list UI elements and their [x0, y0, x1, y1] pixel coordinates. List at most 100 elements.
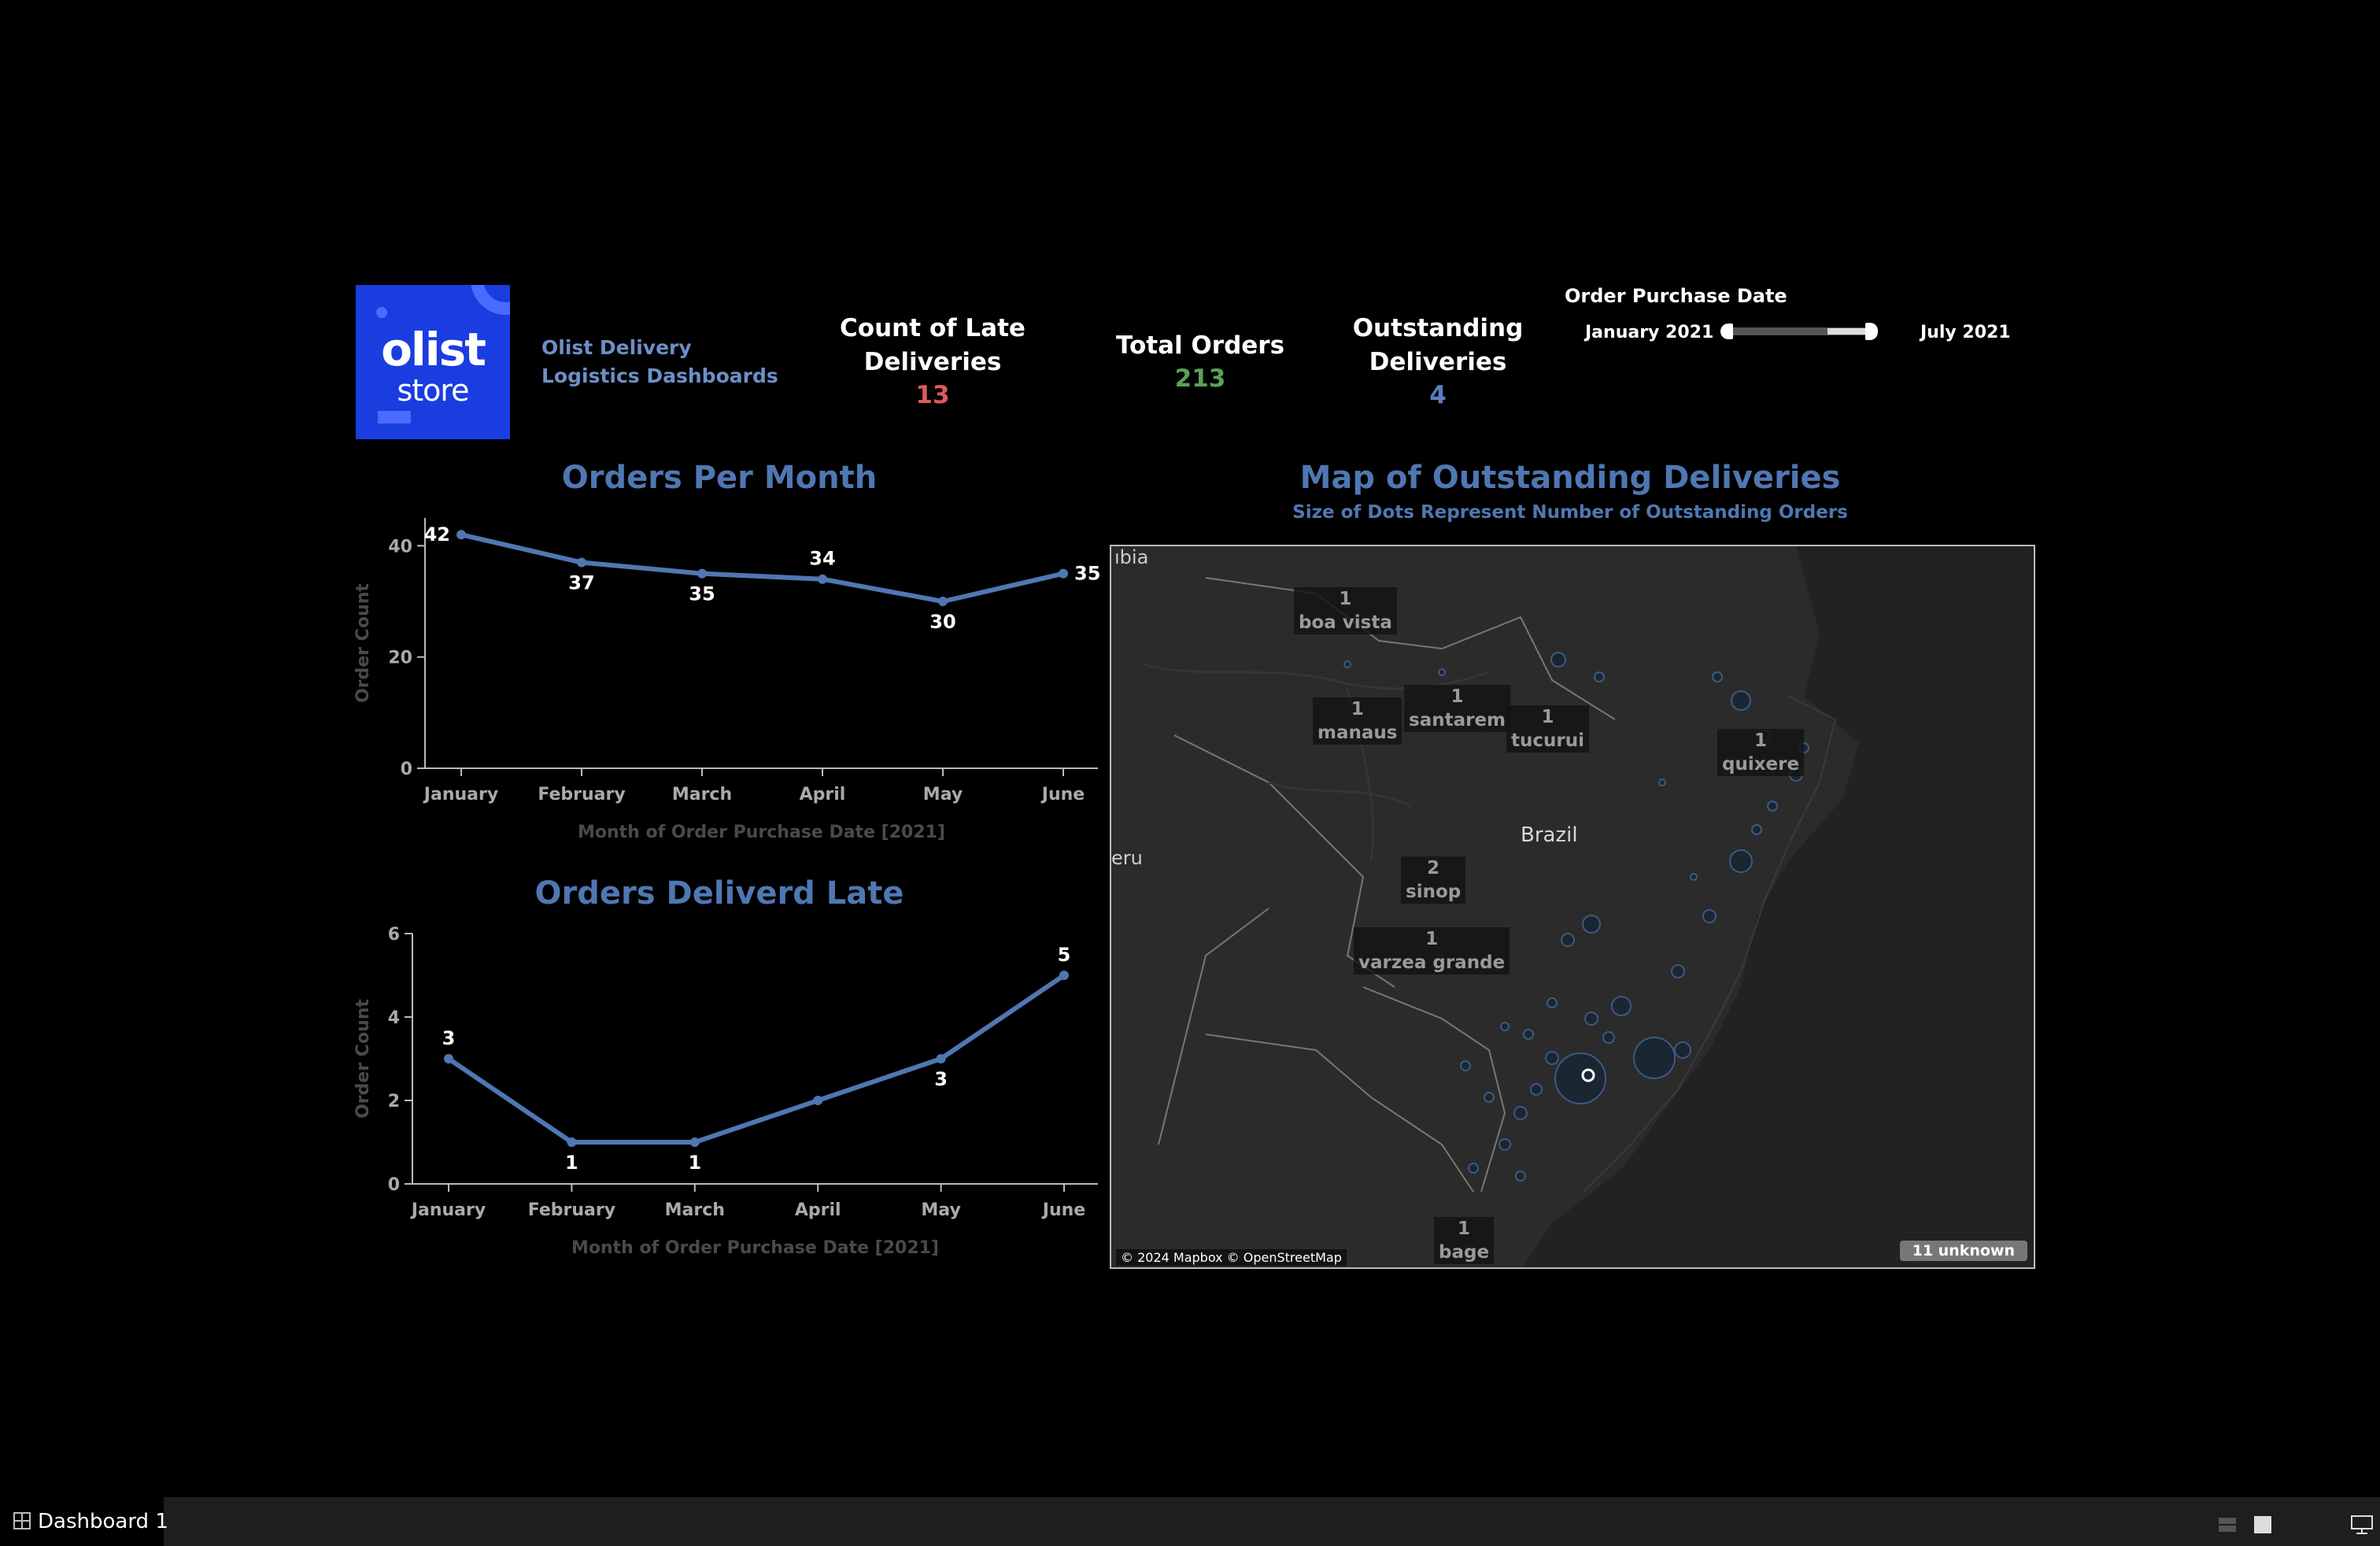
x-tick-label: April [800, 785, 846, 804]
city-label-boa-vista[interactable]: 1 boa vista [1294, 587, 1397, 634]
map-subtitle: Size of Dots Represent Number of Outstan… [1292, 502, 1848, 523]
x-tick-label: January [423, 785, 498, 804]
delivery-dot [1438, 668, 1446, 676]
city-label-varzea-grande[interactable]: 1 varzea grande [1354, 927, 1510, 975]
presentation-mode-icon[interactable] [2350, 1515, 2374, 1535]
data-point [567, 1137, 577, 1147]
city-label-tucurui[interactable]: 1 tucurui [1506, 705, 1589, 753]
city-count: 1 [1339, 589, 1352, 609]
logo-bar-shape [378, 411, 411, 423]
single-view-icon[interactable] [2252, 1515, 2273, 1535]
date-filter-start: January 2021 [1585, 323, 1714, 342]
delivery-dot [1751, 824, 1762, 835]
y-tick-label: 6 [388, 925, 400, 945]
delivery-dot [1547, 997, 1558, 1008]
dashboard-tab-label[interactable]: Dashboard 1 [38, 1510, 168, 1533]
city-name: tucurui [1511, 730, 1584, 751]
slider-end-handle[interactable] [1865, 323, 1878, 340]
orders-per-month-title: Orders Per Month [561, 460, 878, 496]
data-point [444, 1054, 453, 1063]
delivery-dot [1702, 909, 1717, 923]
city-label-sinop[interactable]: 2 sinop [1401, 856, 1466, 904]
delivery-dot [1633, 1037, 1676, 1079]
border-lines [1158, 577, 1616, 1193]
delivery-dot [1523, 1029, 1534, 1040]
map-attribution[interactable]: © 2024 Mapbox © OpenStreetMap [1116, 1249, 1347, 1266]
kpi-label: Deliveries [1369, 348, 1507, 376]
unknown-locations-badge[interactable]: 11 unknown [1899, 1241, 2027, 1261]
date-range-slider-track[interactable] [1725, 327, 1875, 335]
sheet-tab-bar [0, 1497, 2380, 1546]
dashboard-grid-icon [13, 1512, 31, 1529]
map-basemap [1111, 546, 2034, 1267]
kpi-value: 13 [915, 381, 950, 409]
delivery-dot [1584, 1012, 1598, 1026]
delivery-dot [1658, 779, 1666, 786]
data-label: 3 [934, 1068, 948, 1090]
data-label: 42 [424, 523, 450, 546]
delivery-dot [1515, 1171, 1526, 1182]
delivery-dot [1674, 1041, 1691, 1059]
delivery-dot [1468, 1163, 1479, 1174]
delivery-dot [1767, 801, 1778, 812]
x-tick-label: June [1041, 1200, 1085, 1220]
orders-delivered-late-chart[interactable]: 0 2 4 6 January February March April May June Mont… [346, 919, 1102, 1266]
slider-start-handle[interactable] [1720, 324, 1733, 339]
y-tick-label: 0 [388, 1175, 400, 1195]
city-name: manaus [1318, 723, 1398, 743]
logo-ring-shape [471, 285, 510, 315]
delivery-dot [1712, 671, 1723, 682]
delivery-dot [1499, 1138, 1511, 1151]
city-name: boa vista [1299, 612, 1392, 633]
delivery-dot [1729, 849, 1753, 873]
kpi-label: Outstanding [1352, 314, 1524, 342]
delivery-dot [1530, 1083, 1543, 1096]
city-name: quixere [1722, 754, 1800, 775]
city-count: 2 [1427, 858, 1440, 878]
delivery-dot [1611, 996, 1632, 1016]
city-count: 1 [1425, 929, 1439, 949]
outstanding-deliveries-map[interactable]: ıbia eru Brazil 1 boa vista 1 manaus 1 s… [1110, 545, 2035, 1269]
city-count: 1 [1458, 1219, 1471, 1239]
map-edge-label: eru [1111, 847, 1143, 869]
orders-per-month-chart[interactable]: 0 20 40 January February March April May June Mon… [346, 504, 1102, 850]
x-tick-label: February [538, 785, 625, 804]
x-tick-label: March [665, 1200, 725, 1220]
city-label-quixere[interactable]: 1 quixere [1717, 729, 1805, 776]
city-name: santarem [1409, 710, 1506, 730]
kpi-label: Total Orders [1115, 331, 1285, 360]
app-title: Olist Delivery Logistics Dashboards [541, 336, 778, 387]
data-point [456, 530, 466, 540]
data-point [818, 574, 827, 584]
orders-delivered-late-title: Orders Deliverd Late [534, 875, 904, 912]
data-label: 35 [1074, 563, 1100, 585]
city-label-manaus[interactable]: 1 manaus [1313, 697, 1402, 745]
kpi-outstanding-deliveries: Outstanding Deliveries 4 [1324, 312, 1552, 411]
city-label-bage[interactable]: 1 bage [1434, 1217, 1495, 1264]
delivery-dot [1594, 671, 1605, 682]
x-tick-label: February [528, 1200, 615, 1220]
x-axis-title: Month of Order Purchase Date [2021] [578, 823, 945, 842]
data-label: 1 [688, 1152, 701, 1174]
logo-word-olist: olist [381, 323, 486, 376]
y-axis-title: Order Count [353, 583, 373, 703]
data-point [813, 1096, 823, 1105]
grid-view-icon[interactable] [2218, 1516, 2238, 1533]
olist-store-logo: olist store [356, 285, 510, 439]
data-label: 30 [929, 611, 955, 633]
delivery-dot [1484, 1092, 1495, 1103]
map-title: Map of Outstanding Deliveries [1299, 460, 1841, 496]
delivery-dot [1343, 660, 1351, 668]
city-label-santarem[interactable]: 1 santarem [1404, 685, 1511, 732]
logo-dot-shape [376, 307, 387, 318]
x-axis-title: Month of Order Purchase Date [2021] [571, 1238, 939, 1258]
kpi-total-orders: Total Orders 213 [1086, 329, 1314, 394]
data-point [938, 597, 948, 606]
delivery-dot [1602, 1031, 1615, 1044]
kpi-late-deliveries: Count of Late Deliveries 13 [819, 312, 1047, 411]
delivery-dot [1513, 1106, 1528, 1120]
x-tick-label: March [672, 785, 732, 804]
date-filter-title: Order Purchase Date [1565, 285, 1787, 307]
delivery-dot [1671, 964, 1685, 978]
city-count: 1 [1754, 730, 1768, 751]
